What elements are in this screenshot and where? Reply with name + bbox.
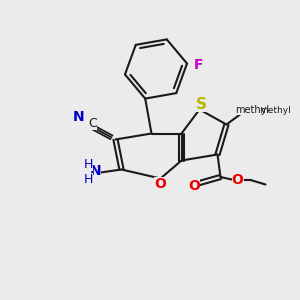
Text: N: N (72, 110, 84, 124)
Text: methyl: methyl (260, 106, 291, 115)
Text: H: H (84, 158, 93, 171)
Text: N: N (90, 164, 101, 178)
Text: F: F (194, 58, 203, 72)
Text: O: O (232, 173, 244, 187)
Text: methyl: methyl (235, 105, 269, 116)
Text: O: O (188, 179, 200, 193)
Text: O: O (154, 177, 166, 191)
Text: C: C (88, 117, 97, 130)
Text: H: H (84, 172, 93, 186)
Text: S: S (196, 97, 206, 112)
